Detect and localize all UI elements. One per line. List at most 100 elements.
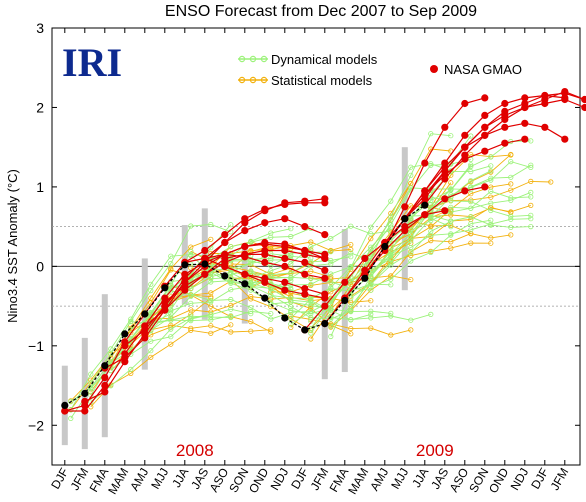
dynamical-model-line-marker	[128, 318, 134, 325]
statistical-model-line-marker	[348, 281, 354, 287]
nasa-forecast-point	[201, 270, 209, 278]
dynamical-model-line-marker	[508, 197, 514, 203]
dynamical-model-line-marker	[348, 250, 354, 256]
statistical-model-line-marker	[148, 295, 154, 301]
legend-dynamical-label: Dynamical models	[271, 52, 378, 67]
dynamical-model-line-marker	[288, 315, 294, 321]
dynamical-model-line-marker	[328, 301, 334, 307]
nasa-forecast-point	[441, 175, 449, 183]
dynamical-model-line-marker	[488, 154, 494, 160]
dynamical-model-line-marker	[368, 311, 374, 317]
x-tick-label: JJA	[169, 466, 191, 490]
nasa-forecast-point	[441, 195, 449, 203]
dynamical-model-line	[210, 227, 311, 260]
dynamical-model-line-marker	[328, 257, 334, 264]
dynamical-model-line-marker	[288, 226, 294, 232]
dynamical-model-line-marker	[428, 131, 434, 137]
dynamical-model-line-marker	[408, 250, 414, 256]
observed-point	[301, 326, 309, 334]
statistical-model-line-marker	[528, 202, 534, 208]
statistical-model-line-marker	[208, 330, 214, 336]
statistical-model-line-marker	[248, 296, 254, 302]
statistical-model-line-marker	[268, 243, 274, 249]
dynamical-model-line-marker	[428, 194, 434, 200]
dynamical-model-line-marker	[528, 224, 534, 230]
dynamical-model-line-marker	[388, 251, 394, 257]
statistical-model-line-marker	[508, 151, 514, 158]
dynamical-model-line-marker	[388, 282, 394, 288]
dynamical-model-line-marker	[68, 398, 74, 405]
statistical-model-line-marker	[228, 322, 234, 328]
dynamical-model-line-marker	[268, 273, 274, 280]
dynamical-model-line-marker	[128, 366, 134, 372]
statistical-model-line-marker	[448, 212, 454, 218]
dynamical-model-line-marker	[388, 241, 394, 247]
dynamical-model-line-marker	[388, 310, 394, 316]
y-tick-label: 2	[36, 99, 44, 115]
dynamical-model-line-marker	[448, 218, 454, 224]
dynamical-model-line-marker	[488, 217, 494, 223]
dynamical-model-line-marker	[488, 207, 494, 214]
dynamical-model-line-marker	[348, 223, 354, 229]
dynamical-model-line-marker	[388, 198, 394, 204]
nasa-forecast-point	[301, 250, 309, 258]
nasa-forecast-point	[321, 274, 329, 282]
nasa-forecast-point	[501, 123, 509, 131]
nasa-forecast-point	[261, 205, 269, 213]
nasa-forecast-point	[341, 278, 349, 286]
dynamical-model-line	[370, 219, 491, 288]
dynamical-model-line	[190, 272, 291, 289]
dynamical-model-line-marker	[408, 244, 414, 251]
dynamical-model-line-marker	[488, 222, 494, 228]
dynamical-model-line-marker	[388, 222, 394, 228]
dynamical-model-line-marker	[148, 348, 154, 354]
dynamical-model-line-marker	[188, 279, 194, 285]
dynamical-model-line-marker	[168, 260, 174, 267]
dynamical-model-line-marker	[448, 231, 454, 237]
statistical-model-line-marker	[448, 245, 454, 251]
dynamical-model-line-marker	[168, 326, 174, 332]
observed-point	[361, 274, 369, 282]
dynamical-model-line-marker	[268, 257, 274, 263]
observed-point	[421, 201, 429, 209]
y-axis-label: Nino3.4 SST Anomaly (°C)	[5, 169, 20, 323]
dynamical-model-line-marker	[308, 314, 314, 321]
nasa-forecast-point	[501, 139, 509, 147]
statistical-model-line-marker	[388, 273, 394, 279]
nasa-forecast-point	[461, 151, 469, 159]
nasa-forecast-point	[581, 103, 586, 112]
dynamical-model-line	[170, 253, 311, 283]
chart-title: ENSO Forecast from Dec 2007 to Sep 2009	[165, 3, 477, 20]
nasa-forecast-point	[501, 115, 509, 123]
dynamical-model-line-marker	[288, 299, 294, 305]
nasa-forecast-point	[441, 167, 449, 175]
nasa-forecast-point	[321, 302, 329, 310]
dynamical-model-line-marker	[368, 231, 374, 237]
statistical-model-line-marker	[508, 232, 514, 238]
nasa-forecast-point	[301, 270, 309, 278]
x-tick-label: MJJ	[388, 466, 411, 492]
observed-point	[81, 389, 89, 398]
dynamical-model-line-marker	[248, 308, 254, 314]
dynamical-model-line-marker	[248, 304, 254, 311]
dynamical-model-line-marker	[308, 299, 314, 305]
dynamical-model-line-marker	[308, 281, 314, 287]
nasa-forecast-point	[421, 211, 429, 219]
dynamical-model-line-marker	[488, 163, 494, 169]
nasa-forecast-point	[101, 388, 109, 396]
nasa-forecast-point	[281, 278, 289, 286]
statistical-model-line-marker	[428, 223, 434, 229]
dynamical-model-line-marker	[388, 248, 394, 254]
nasa-forecast-point	[121, 354, 129, 362]
observed-point	[241, 280, 249, 288]
statistical-model-line-marker	[308, 239, 314, 245]
nasa-forecast-point	[261, 240, 269, 248]
plot-frame	[51, 27, 581, 466]
dynamical-model-line-marker	[168, 308, 174, 314]
dynamical-model-line-marker	[208, 221, 214, 228]
statistical-model-line-marker	[168, 341, 174, 347]
statistical-model-line-marker	[188, 325, 194, 331]
dynamical-model-line-marker	[468, 133, 474, 139]
dynamical-model-line-marker	[168, 253, 174, 259]
